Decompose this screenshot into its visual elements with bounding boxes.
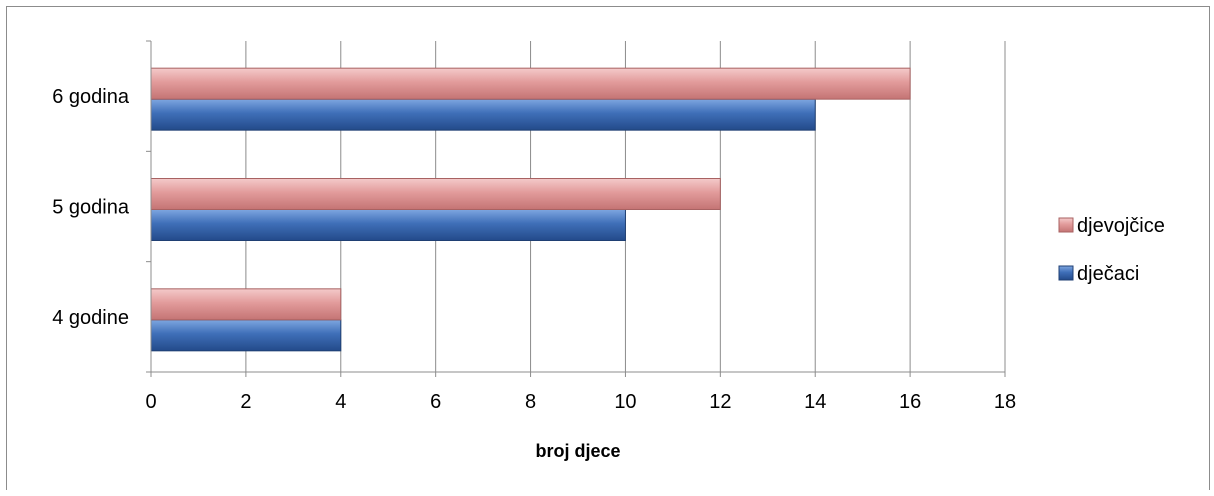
- x-tick-label: 10: [614, 391, 636, 413]
- legend-label-boys: dječaci: [1077, 263, 1139, 285]
- legend-label-girls: djevojčice: [1077, 215, 1165, 237]
- x-axis-title: broj djece: [535, 441, 620, 461]
- x-tick-label: 0: [145, 391, 156, 413]
- x-tick-label: 18: [994, 391, 1016, 413]
- bar-girls-2: [150, 67, 911, 100]
- category-label: 6 godina: [52, 86, 130, 108]
- bar-boys-1: [150, 209, 626, 241]
- legend: djevojčice dječaci: [1058, 215, 1165, 285]
- bars: [150, 67, 911, 352]
- x-tick-label: 4: [335, 391, 346, 413]
- bar-boys-2: [150, 98, 816, 131]
- axes: [146, 40, 1006, 377]
- x-tick-label: 6: [430, 391, 441, 413]
- bar-girls-1: [150, 178, 721, 210]
- category-label: 4 godine: [52, 307, 129, 329]
- labels: 4 godine 5 godina 6 godina 0 2 4 6 8 10 12 14 16 18 b…: [52, 86, 1016, 461]
- x-tick-label: 14: [804, 391, 826, 413]
- bar-chart: 4 godine 5 godina 6 godina 0 2 4 6 8 10 12 14 16 18 b…: [52, 40, 1165, 461]
- x-tick-label: 2: [240, 391, 251, 413]
- x-tick-label: 8: [525, 391, 536, 413]
- bar-girls-0: [150, 288, 342, 321]
- category-label: 5 godina: [52, 197, 130, 219]
- legend-swatch-boys: [1058, 265, 1074, 281]
- x-tick-label: 16: [899, 391, 921, 413]
- bar-boys-0: [150, 319, 342, 352]
- legend-swatch-girls: [1058, 217, 1074, 233]
- chart-frame: 4 godine 5 godina 6 godina 0 2 4 6 8 10 12 14 16 18 b…: [6, 6, 1210, 490]
- x-tick-label: 12: [709, 391, 731, 413]
